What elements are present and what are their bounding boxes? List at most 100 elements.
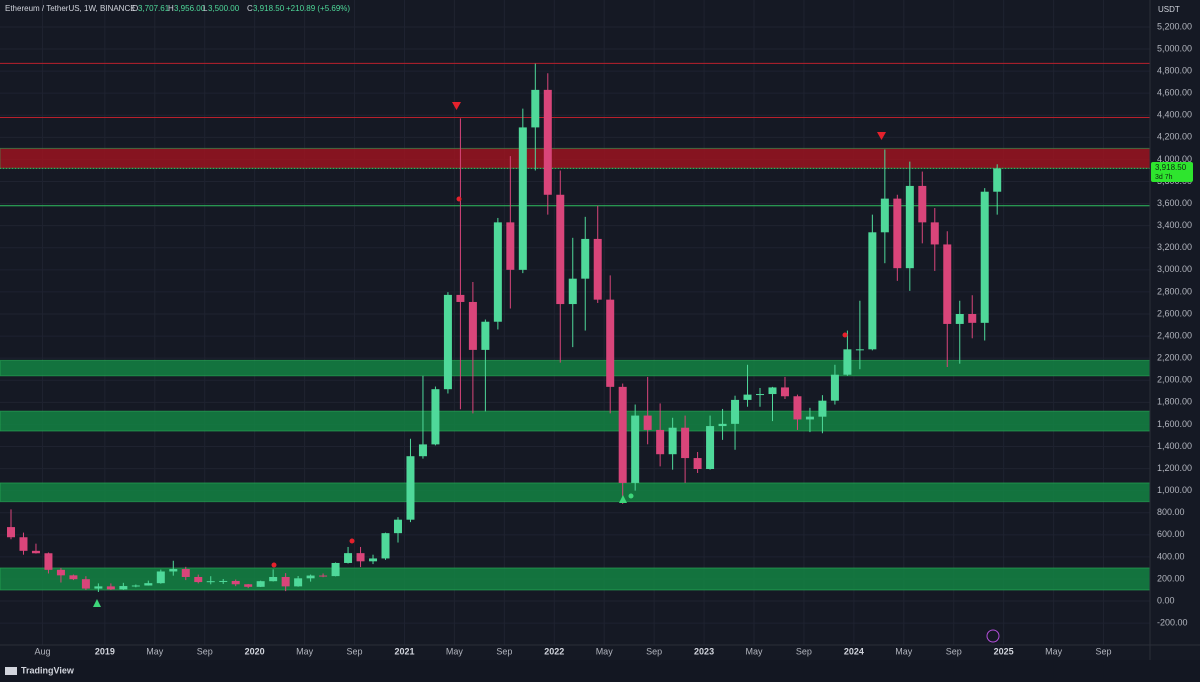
x-tick-label: May	[746, 646, 764, 656]
candle	[81, 576, 90, 591]
x-tick-label: 2023	[694, 646, 714, 656]
candle	[94, 583, 103, 593]
candle	[818, 395, 827, 434]
x-tick-label: Sep	[197, 646, 213, 656]
candle	[643, 376, 652, 445]
y-tick-label: 3,600.00	[1157, 198, 1192, 208]
candle	[456, 118, 465, 410]
y-tick-label: 2,600.00	[1157, 308, 1192, 318]
candle	[768, 386, 777, 422]
candle-body	[880, 198, 889, 233]
x-tick-label: May	[596, 646, 614, 656]
candle-body	[381, 533, 390, 559]
candle	[294, 575, 303, 587]
candle	[631, 404, 640, 491]
candle-body	[244, 584, 253, 587]
candle-body	[206, 581, 215, 583]
candle	[418, 375, 427, 459]
signal-dot	[271, 562, 277, 568]
candle	[918, 171, 927, 244]
candle	[593, 205, 602, 303]
candle	[518, 108, 527, 274]
candle-body	[818, 400, 827, 417]
candle	[393, 517, 402, 543]
candle	[206, 576, 215, 585]
countdown: 3d 7h	[1155, 174, 1173, 181]
sell-signal	[877, 132, 886, 140]
x-tick-label: 2019	[95, 646, 115, 656]
candle	[681, 415, 690, 483]
currency-box	[1151, 0, 1200, 18]
candle	[493, 217, 502, 330]
candle	[106, 583, 115, 591]
candle	[319, 573, 328, 578]
candle-body	[144, 583, 153, 586]
candle	[543, 73, 552, 215]
candle-body	[606, 299, 615, 387]
candle-body	[106, 586, 115, 590]
candle	[194, 574, 203, 584]
zone	[0, 410, 1151, 432]
candle-body	[506, 222, 515, 270]
x-tick-label: 2021	[394, 646, 414, 656]
y-tick-label: 600.00	[1157, 529, 1185, 539]
candle	[968, 295, 977, 339]
candle	[955, 300, 964, 364]
candle-body	[231, 580, 240, 585]
close-value: 3,918.50	[253, 4, 285, 13]
candle	[144, 580, 153, 586]
candle	[344, 546, 353, 564]
y-tick-label: 3,200.00	[1157, 242, 1192, 252]
candle-body	[643, 415, 652, 430]
candle-body	[7, 527, 15, 538]
y-tick-label: 200.00	[1157, 573, 1185, 583]
candle	[381, 532, 390, 560]
candle	[656, 403, 665, 467]
candle	[531, 63, 540, 171]
candle	[893, 194, 902, 281]
candle-body	[194, 576, 203, 583]
brand: TradingView	[21, 665, 75, 675]
candle	[56, 567, 65, 583]
candle	[793, 394, 802, 430]
candle	[69, 574, 78, 581]
candle-body	[518, 127, 527, 270]
candle	[19, 532, 28, 555]
candle-body	[443, 294, 452, 390]
candle	[443, 292, 452, 394]
y-tick-label: 3,000.00	[1157, 264, 1192, 274]
candle-body	[481, 321, 490, 350]
y-tick-label: 800.00	[1157, 507, 1185, 517]
candle	[943, 231, 952, 367]
candle-body	[69, 575, 78, 580]
low-label: L	[203, 4, 208, 13]
candle-body	[119, 586, 128, 590]
candle-body	[31, 550, 40, 554]
currency: USDT	[1158, 5, 1180, 14]
candle	[131, 584, 140, 588]
x-tick-label: May	[1045, 646, 1063, 656]
close-label: C	[247, 4, 253, 13]
candle	[731, 395, 740, 450]
x-tick-label: Sep	[646, 646, 662, 656]
y-tick-label: 5,000.00	[1157, 43, 1192, 53]
candle-body	[718, 423, 727, 427]
replay-icon[interactable]	[986, 629, 1000, 643]
buy-signal	[619, 495, 627, 503]
candle	[693, 452, 702, 473]
x-tick-label: May	[895, 646, 913, 656]
candle-body	[843, 349, 852, 375]
open-label: O	[132, 4, 138, 13]
candle	[805, 407, 814, 433]
candle	[356, 546, 365, 568]
footer	[0, 660, 1200, 682]
x-tick-label: Sep	[1096, 646, 1112, 656]
candle-body	[468, 301, 477, 350]
x-tick-label: Sep	[946, 646, 962, 656]
y-tick-label: 4,400.00	[1157, 110, 1192, 120]
candle-body	[593, 238, 602, 300]
candle-body	[905, 185, 914, 269]
symbol: Ethereum / TetherUS, 1W, BINANCE	[5, 4, 136, 13]
candle-body	[431, 389, 440, 445]
